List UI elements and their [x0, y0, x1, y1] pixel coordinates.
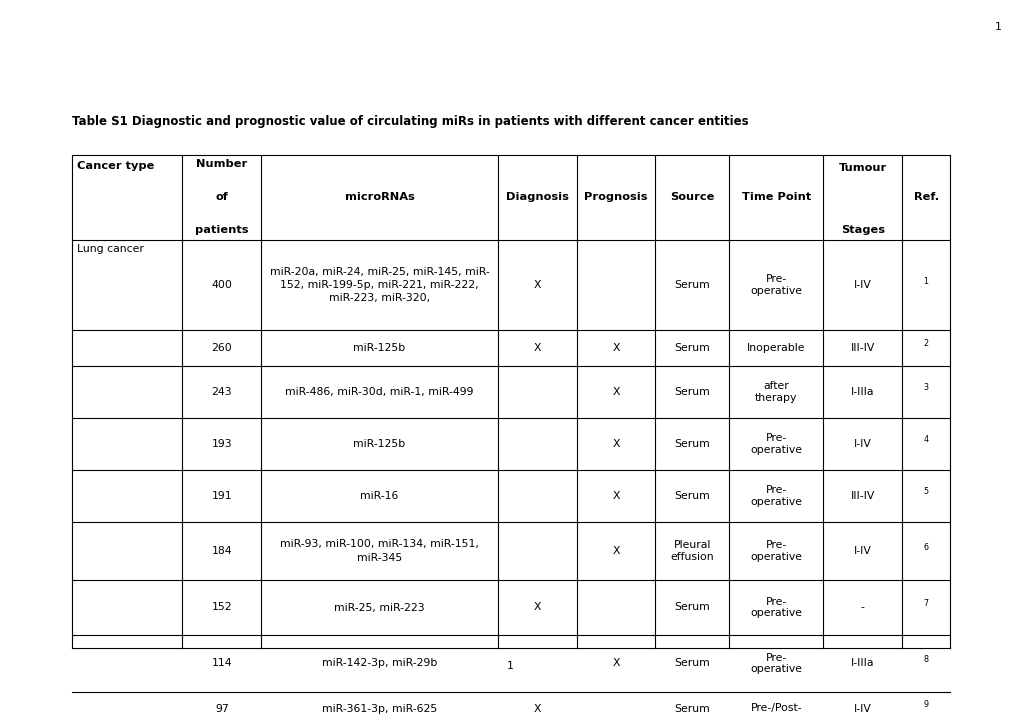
Text: -: - — [860, 603, 864, 613]
Text: I-IV: I-IV — [853, 280, 871, 290]
Text: 184: 184 — [211, 546, 232, 556]
Text: Inoperable: Inoperable — [746, 343, 805, 353]
Text: X: X — [611, 439, 620, 449]
Text: Pleural
effusion: Pleural effusion — [669, 540, 713, 562]
Text: Cancer type: Cancer type — [76, 161, 154, 171]
Text: Pre-
operative: Pre- operative — [750, 597, 802, 618]
Text: Serum: Serum — [674, 387, 709, 397]
Text: miR-93, miR-100, miR-134, miR-151,
miR-345: miR-93, miR-100, miR-134, miR-151, miR-3… — [280, 539, 479, 562]
Text: I-IV: I-IV — [853, 546, 871, 556]
Text: 3: 3 — [923, 384, 927, 392]
Text: 9: 9 — [922, 700, 927, 709]
Text: of: of — [215, 192, 228, 202]
Text: microRNAs: microRNAs — [344, 192, 414, 202]
Text: Tumour: Tumour — [838, 163, 887, 173]
Text: X: X — [533, 343, 540, 353]
Text: Pre-
operative: Pre- operative — [750, 653, 802, 675]
Text: 97: 97 — [215, 703, 228, 714]
Text: I-IV: I-IV — [853, 439, 871, 449]
Text: 193: 193 — [211, 439, 232, 449]
Text: miR-361-3p, miR-625: miR-361-3p, miR-625 — [322, 703, 437, 714]
Text: Serum: Serum — [674, 491, 709, 501]
Text: Serum: Serum — [674, 280, 709, 290]
Text: 152: 152 — [211, 603, 232, 613]
Text: Diagnosis: Diagnosis — [505, 192, 568, 202]
Text: patients: patients — [195, 225, 249, 235]
Text: Pre-
operative: Pre- operative — [750, 274, 802, 296]
Text: miR-16: miR-16 — [360, 491, 398, 501]
Text: I-IIIa: I-IIIa — [850, 659, 873, 668]
Text: X: X — [611, 659, 620, 668]
Text: Prognosis: Prognosis — [584, 192, 647, 202]
Text: Pre-/Post-: Pre-/Post- — [750, 703, 801, 714]
Text: 243: 243 — [211, 387, 232, 397]
Text: 4: 4 — [923, 436, 927, 444]
Text: Serum: Serum — [674, 659, 709, 668]
Text: X: X — [611, 546, 620, 556]
Text: X: X — [611, 491, 620, 501]
Text: Time Point: Time Point — [741, 192, 810, 202]
Text: Serum: Serum — [674, 703, 709, 714]
Text: 191: 191 — [211, 491, 232, 501]
Text: miR-486, miR-30d, miR-1, miR-499: miR-486, miR-30d, miR-1, miR-499 — [285, 387, 473, 397]
Text: 8: 8 — [923, 655, 927, 664]
Text: Serum: Serum — [674, 439, 709, 449]
Text: miR-125b: miR-125b — [353, 439, 406, 449]
Text: Ref.: Ref. — [913, 192, 937, 202]
Text: miR-25, miR-223: miR-25, miR-223 — [334, 603, 425, 613]
Text: III-IV: III-IV — [850, 343, 874, 353]
Text: 1: 1 — [506, 661, 513, 671]
Text: 2: 2 — [922, 340, 927, 348]
Text: 6: 6 — [923, 542, 927, 552]
Text: 260: 260 — [211, 343, 232, 353]
Text: miR-20a, miR-24, miR-25, miR-145, miR-
152, miR-199-5p, miR-221, miR-222,
miR-22: miR-20a, miR-24, miR-25, miR-145, miR- 1… — [269, 267, 489, 303]
Text: 5: 5 — [922, 487, 927, 497]
Text: 1: 1 — [995, 22, 1001, 32]
Text: 7: 7 — [922, 599, 927, 608]
Text: Pre-
operative: Pre- operative — [750, 433, 802, 455]
Text: Stages: Stages — [840, 225, 884, 235]
Text: Source: Source — [669, 192, 713, 202]
Text: 400: 400 — [211, 280, 232, 290]
Text: miR-125b: miR-125b — [353, 343, 406, 353]
Text: 114: 114 — [211, 659, 232, 668]
Text: III-IV: III-IV — [850, 491, 874, 501]
Text: after
therapy: after therapy — [754, 381, 797, 402]
Text: Pre-
operative: Pre- operative — [750, 540, 802, 562]
Text: Number: Number — [196, 159, 248, 169]
Text: Lung cancer: Lung cancer — [76, 244, 144, 254]
Text: I-IIIa: I-IIIa — [850, 387, 873, 397]
Text: I-IV: I-IV — [853, 703, 871, 714]
Text: X: X — [611, 343, 620, 353]
Text: Serum: Serum — [674, 603, 709, 613]
Text: Pre-
operative: Pre- operative — [750, 485, 802, 507]
Text: Table S1 Diagnostic and prognostic value of circulating miRs in patients with di: Table S1 Diagnostic and prognostic value… — [72, 115, 748, 128]
Text: X: X — [611, 387, 620, 397]
Text: Serum: Serum — [674, 343, 709, 353]
Text: X: X — [533, 603, 540, 613]
Text: miR-142-3p, miR-29b: miR-142-3p, miR-29b — [322, 659, 437, 668]
Text: X: X — [533, 280, 540, 290]
Text: 1: 1 — [923, 276, 927, 286]
Text: X: X — [533, 703, 540, 714]
